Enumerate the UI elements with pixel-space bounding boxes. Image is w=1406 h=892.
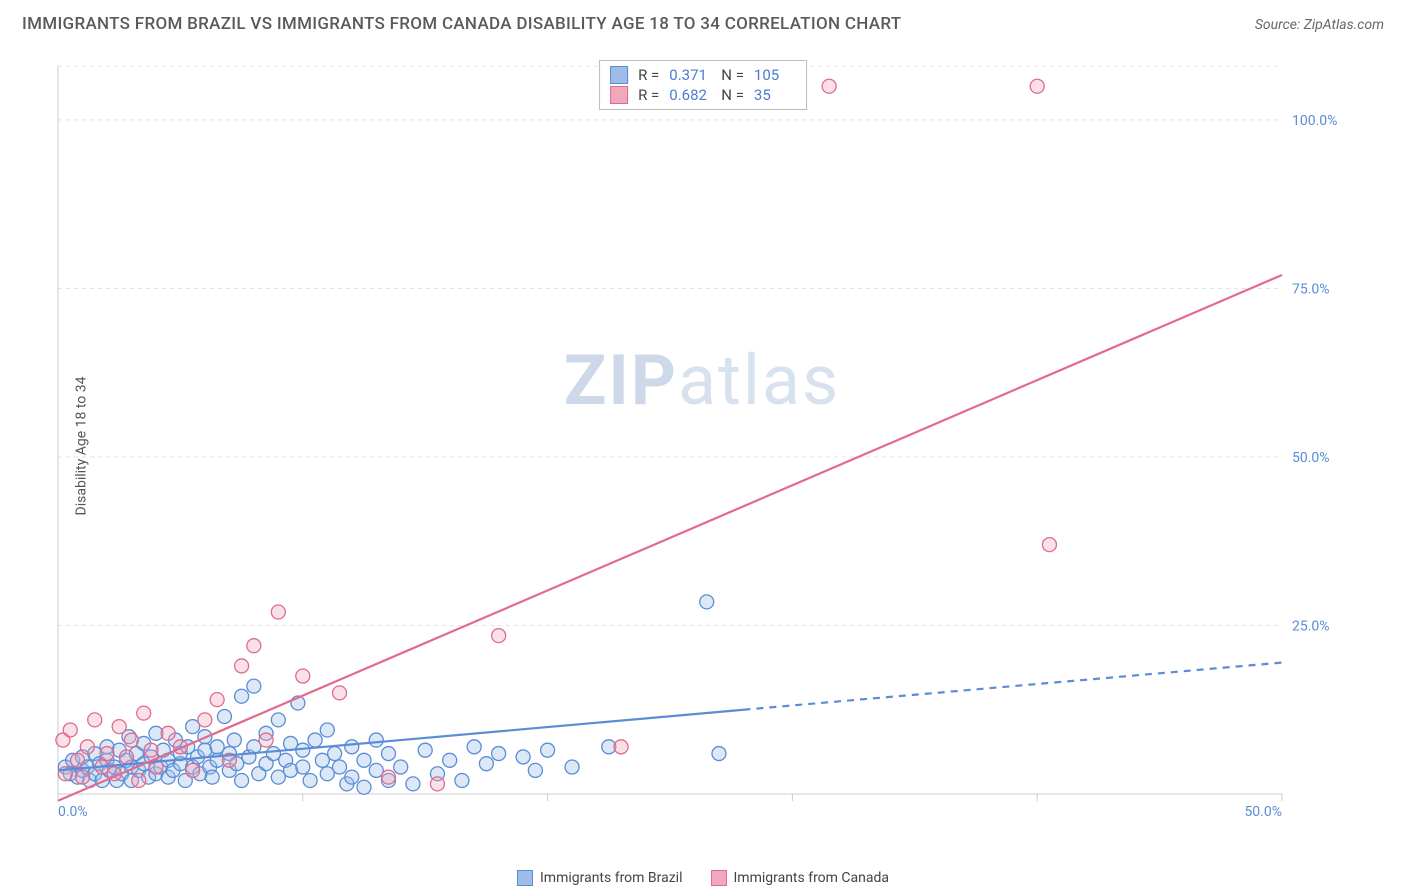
svg-text:0.0%: 0.0% bbox=[58, 804, 88, 820]
legend-item-brazil: Immigrants from Brazil bbox=[517, 870, 683, 886]
stats-row-brazil: R = 0.371 N = 105 bbox=[610, 65, 796, 85]
stat-n-label: N = bbox=[721, 86, 744, 104]
legend-label-brazil: Immigrants from Brazil bbox=[540, 870, 683, 886]
correlation-stats-box: R = 0.371 N = 105 R = 0.682 N = 35 bbox=[599, 60, 807, 110]
svg-text:50.0%: 50.0% bbox=[1244, 804, 1282, 820]
stat-r-brazil: 0.371 bbox=[669, 66, 711, 84]
legend-item-canada: Immigrants from Canada bbox=[710, 870, 889, 886]
chart-title: IMMIGRANTS FROM BRAZIL VS IMMIGRANTS FRO… bbox=[22, 14, 901, 34]
stat-n-canada: 35 bbox=[754, 86, 796, 104]
stat-n-brazil: 105 bbox=[754, 66, 796, 84]
source-attribution: Source: ZipAtlas.com bbox=[1255, 17, 1384, 33]
stat-n-label: N = bbox=[721, 66, 744, 84]
svg-text:25.0%: 25.0% bbox=[1292, 618, 1330, 634]
svg-text:50.0%: 50.0% bbox=[1292, 450, 1330, 466]
swatch-brazil bbox=[610, 66, 628, 84]
legend-swatch-brazil bbox=[517, 870, 533, 886]
legend-swatch-canada bbox=[710, 870, 726, 886]
legend-bottom: Immigrants from Brazil Immigrants from C… bbox=[517, 870, 889, 886]
stat-r-canada: 0.682 bbox=[669, 86, 711, 104]
svg-text:100.0%: 100.0% bbox=[1292, 113, 1337, 129]
legend-label-canada: Immigrants from Canada bbox=[733, 870, 889, 886]
stat-r-label: R = bbox=[638, 86, 659, 104]
stat-r-label: R = bbox=[638, 66, 659, 84]
svg-text:75.0%: 75.0% bbox=[1292, 281, 1330, 297]
scatter-plot: 25.0% 50.0% 75.0% 100.0% 0.0% 50.0% bbox=[52, 58, 1352, 828]
stats-row-canada: R = 0.682 N = 35 bbox=[610, 85, 796, 105]
title-bar: IMMIGRANTS FROM BRAZIL VS IMMIGRANTS FRO… bbox=[22, 14, 1384, 34]
swatch-canada bbox=[610, 86, 628, 104]
chart-area: ZIPatlas 25.0%50.0%75.0%100.0%0.0%50.0% bbox=[52, 58, 1352, 828]
